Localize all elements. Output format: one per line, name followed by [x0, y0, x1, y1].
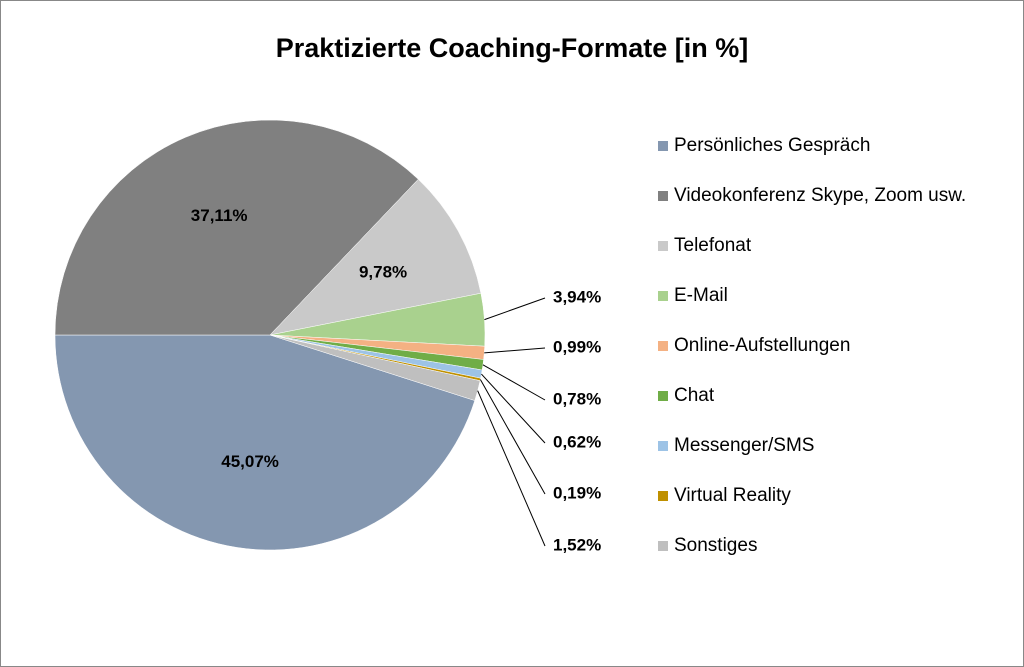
pie-slice	[54, 119, 419, 336]
legend-label: Virtual Reality	[674, 485, 791, 506]
legend-swatch	[658, 441, 668, 451]
legend-swatch	[658, 241, 668, 251]
data-label: 0,19%	[553, 483, 601, 502]
data-label: 45,07%	[221, 452, 279, 471]
data-label: 3,94%	[553, 287, 601, 306]
legend-swatch	[658, 541, 668, 551]
leader-line	[484, 297, 546, 321]
data-label: 0,99%	[553, 337, 601, 356]
chart-title: Praktizierte Coaching-Formate [in %]	[276, 33, 749, 63]
leader-line	[484, 347, 546, 354]
leader-line	[482, 364, 546, 401]
leader-line	[479, 379, 546, 495]
pie-slice	[54, 334, 476, 551]
data-label: 37,11%	[191, 206, 248, 225]
legend-label: Online-Aufstellungen	[674, 335, 850, 356]
legend-label: Videokonferenz Skype, Zoom usw.	[674, 185, 966, 206]
legend-swatch	[658, 391, 668, 401]
legend-swatch	[658, 191, 668, 201]
legend-swatch	[658, 141, 668, 151]
legend-label: Sonstiges	[674, 535, 757, 556]
legend-label: Chat	[674, 385, 715, 406]
data-label: 1,52%	[553, 535, 601, 554]
leader-line	[481, 373, 546, 444]
legend-swatch	[658, 291, 668, 301]
data-label: 0,78%	[553, 389, 601, 408]
legend-label: Telefonat	[674, 235, 752, 256]
legend-label: Messenger/SMS	[674, 435, 814, 456]
pie-slice	[269, 178, 482, 336]
data-label: 0,62%	[553, 432, 601, 451]
legend-swatch	[658, 341, 668, 351]
legend-swatch	[658, 491, 668, 501]
legend-label: E-Mail	[674, 285, 728, 306]
legend-label: Persönliches Gespräch	[674, 135, 870, 156]
data-label: 9,78%	[359, 262, 407, 281]
leader-line	[477, 390, 546, 547]
